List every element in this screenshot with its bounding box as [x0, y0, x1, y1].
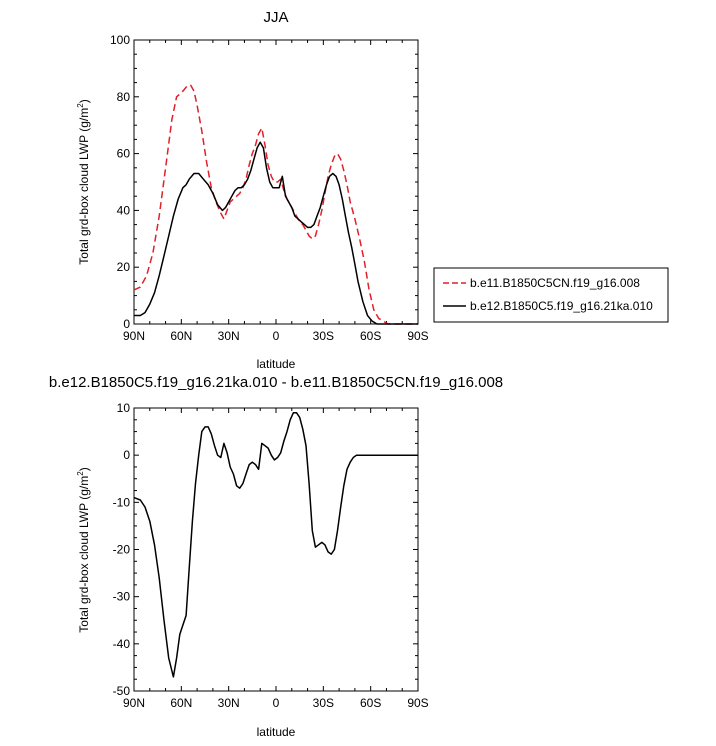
bottom-x-tick-label: 90N — [123, 696, 145, 710]
legend-label-series-2: b.e12.B1850C5.f19_g16.21ka.010 — [470, 299, 653, 313]
top-x-tick-label: 90N — [123, 329, 145, 343]
top-y-tick-label: 100 — [110, 33, 130, 47]
top-y-tick-labels: 0 20 40 60 80 100 — [110, 33, 130, 331]
bottom-y-tick-labels: -50 -40 -30 -20 -10 0 10 — [113, 401, 131, 698]
bottom-plot-area — [133, 407, 419, 692]
bottom-plot-frame — [133, 407, 419, 692]
top-series-line-1 — [133, 84, 418, 325]
bottom-y-tick-label: -40 — [113, 637, 131, 651]
bottom-y-tick-label: -50 — [113, 684, 131, 698]
bottom-x-tick-label: 60N — [170, 696, 192, 710]
top-y-tick-label: 40 — [117, 203, 131, 217]
top-chart-title: JJA — [263, 9, 288, 26]
bottom-chart-title: b.e12.B1850C5.f19_g16.21ka.010 - b.e11.B… — [49, 374, 503, 391]
legend-box — [433, 267, 669, 323]
bottom-x-tick-label: 30N — [218, 696, 240, 710]
bottom-y-tick-label: -10 — [113, 495, 131, 509]
top-x-tick-label: 0 — [273, 329, 280, 343]
top-x-tick-label: 60N — [170, 329, 192, 343]
bottom-x-tick-label: 90S — [407, 696, 428, 710]
top-y-tick-label: 60 — [117, 147, 131, 161]
top-x-tick-label: 90S — [407, 329, 428, 343]
top-y-tick-label: 0 — [123, 317, 130, 331]
top-x-axis-label: latitude — [257, 357, 296, 371]
bottom-y-tick-label: -20 — [113, 543, 131, 557]
bottom-y-axis-label: Total grd-box cloud LWP (g/m2) — [76, 467, 91, 632]
bottom-y-tick-label: 0 — [123, 448, 130, 462]
top-series-line-2 — [134, 141, 418, 325]
top-x-tick-label: 30S — [313, 329, 334, 343]
top-x-tick-labels: 90N 60N 30N 0 30S 60S 90S — [123, 329, 429, 343]
bottom-panel: b.e12.B1850C5.f19_g16.21ka.010 - b.e11.B… — [49, 374, 503, 739]
top-x-tick-label: 30N — [218, 329, 240, 343]
legend-label-series-1: b.e11.B1850C5CN.f19_g16.008 — [470, 276, 640, 290]
bottom-x-tick-labels: 90N 60N 30N 0 30S 60S 90S — [123, 696, 429, 710]
top-panel: JJA 0 20 40 60 80 100 90N 60N 30N 0 30S 60S 90S lat… — [76, 9, 429, 371]
top-plot-frame — [133, 39, 419, 325]
top-y-tick-label: 80 — [117, 90, 131, 104]
bottom-x-tick-label: 30S — [313, 696, 334, 710]
bottom-y-tick-label: -30 — [113, 590, 131, 604]
bottom-x-tick-label: 60S — [360, 696, 381, 710]
top-x-tick-label: 60S — [360, 329, 381, 343]
top-y-tick-label: 20 — [117, 260, 131, 274]
bottom-x-tick-label: 0 — [273, 696, 280, 710]
bottom-y-tick-label: 10 — [117, 401, 131, 415]
top-y-axis-label: Total grd-box cloud LWP (g/m2) — [76, 99, 91, 264]
bottom-series-line-1 — [133, 411, 418, 678]
bottom-x-axis-label: latitude — [257, 725, 296, 739]
top-plot-area — [133, 39, 419, 325]
legend: b.e11.B1850C5CN.f19_g16.008 b.e12.B1850C… — [433, 267, 669, 323]
